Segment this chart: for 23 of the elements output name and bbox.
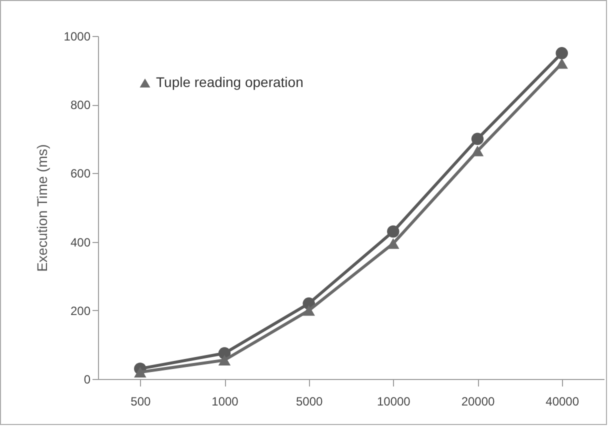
point — [556, 58, 568, 69]
x-tick-label: 20000 — [461, 394, 496, 408]
point — [302, 305, 315, 316]
point — [218, 354, 231, 366]
y-tick-label: 800 — [70, 98, 91, 112]
y-tick-label: 1000 — [64, 30, 91, 44]
x-tick-label: 40000 — [546, 394, 580, 408]
y-tick-label: 400 — [70, 235, 91, 250]
point — [471, 132, 484, 146]
y-tick-label: 200 — [70, 304, 91, 318]
x-tick-label: 1000 — [212, 394, 239, 408]
y-tick-label: 600 — [70, 166, 91, 181]
y-axis-title: Execution Time (ms) — [34, 144, 50, 272]
y-tick-label: 0 — [84, 372, 91, 386]
legend-label: Tuple reading operation — [156, 74, 304, 90]
point — [471, 146, 484, 156]
point — [134, 366, 146, 378]
point — [556, 47, 568, 60]
x-tick-label: 5000 — [296, 394, 324, 408]
x-tick-label: 10000 — [376, 394, 411, 408]
point — [387, 225, 400, 238]
point — [387, 238, 400, 249]
x-tick-label: 500 — [130, 394, 151, 408]
